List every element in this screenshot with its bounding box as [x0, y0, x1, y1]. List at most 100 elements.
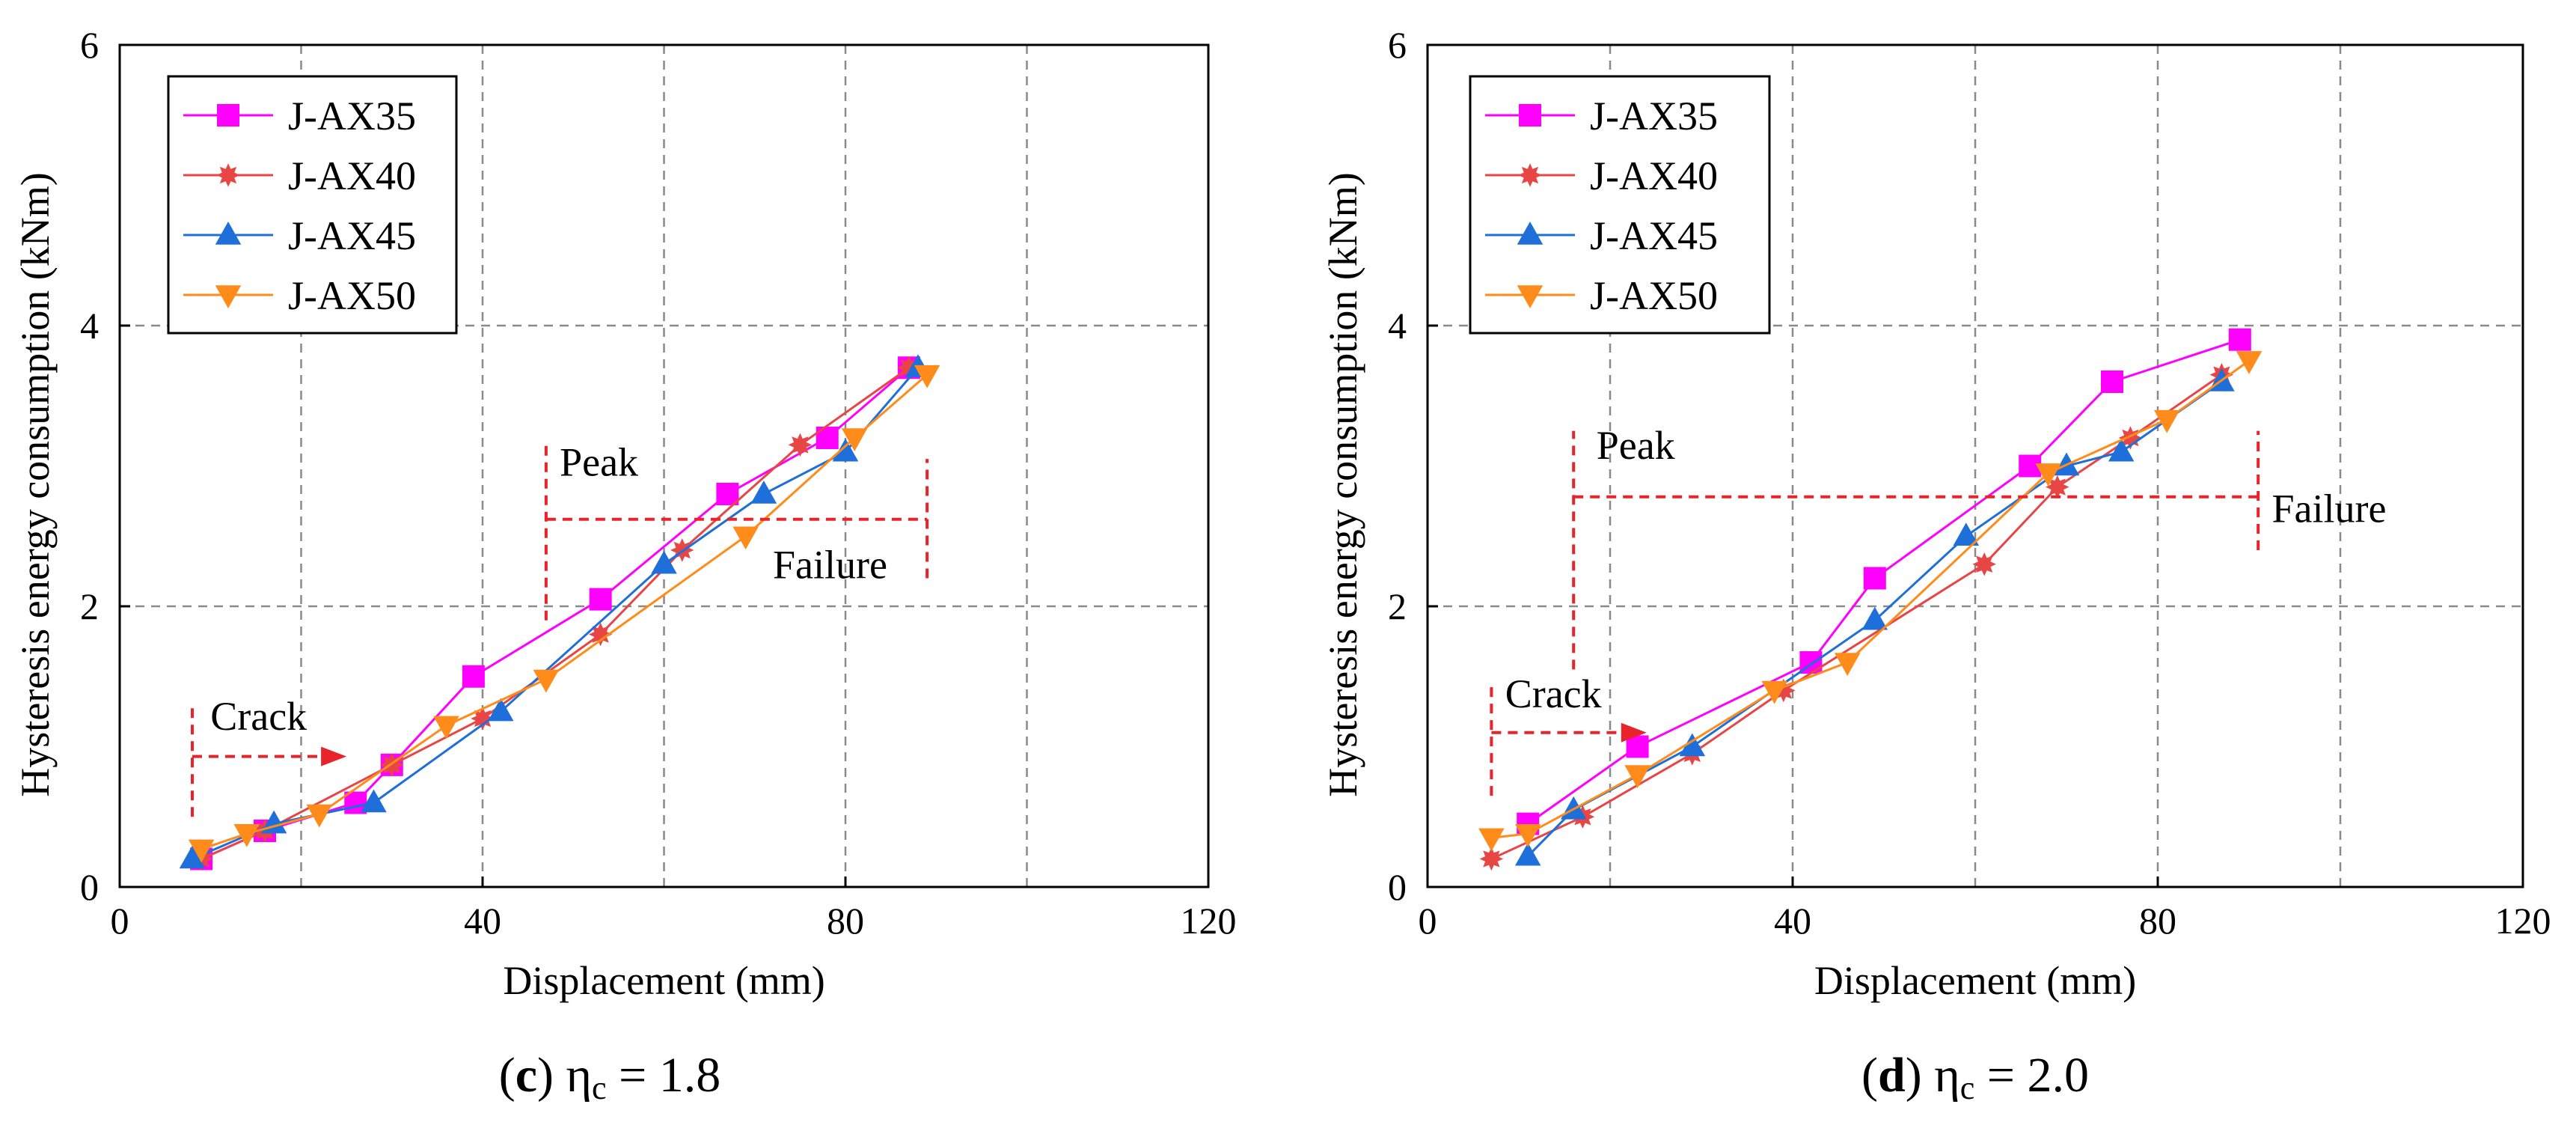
- data-point: [1834, 653, 1861, 676]
- chart-panel-d: 0 40 80 120 0 2 4 6 Displacement (mm) Hysteresis …: [1321, 24, 2551, 1106]
- y-axis-label: Hysteresis energy consumption (kNm): [13, 172, 58, 796]
- legend-entry: J-AX40: [1485, 153, 1718, 198]
- data-point: [589, 588, 612, 611]
- data-point: [179, 845, 206, 869]
- legend-label: J-AX50: [288, 273, 416, 318]
- x-tick-label: 40: [464, 900, 501, 942]
- caption-open: (: [1861, 1048, 1878, 1103]
- legend-entry: J-AX35: [183, 94, 416, 138]
- x-tick-label: 0: [111, 900, 129, 942]
- data-point: [2228, 328, 2251, 351]
- series-j-ax40: [1479, 362, 2234, 871]
- data-point: [533, 669, 560, 693]
- legend-entry: J-AX45: [183, 213, 416, 258]
- panel-caption: (c) ηc = 1.8: [499, 1048, 721, 1106]
- x-tick-label: 80: [2139, 900, 2176, 942]
- legend-entry: J-AX50: [183, 273, 416, 318]
- caption-value: = 2.0: [1974, 1048, 2089, 1103]
- data-point: [841, 428, 868, 451]
- data-point: [2046, 475, 2069, 499]
- annotations: Crack Peak Failure: [1490, 423, 2387, 796]
- data-point: [1863, 567, 1886, 590]
- series-j-ax35: [190, 356, 920, 871]
- legend-marker: [215, 222, 242, 245]
- data-point: [1626, 735, 1649, 758]
- series-j-ax50: [1478, 351, 2263, 852]
- legend-entry: J-AX40: [183, 153, 416, 198]
- y-tick-label: 6: [1388, 24, 1407, 66]
- data-point: [788, 433, 813, 457]
- legend-label: J-AX50: [1590, 273, 1718, 318]
- legend-marker: [216, 163, 240, 187]
- data-point: [188, 839, 215, 863]
- axes: 0 40 80 120 0 2 4 6 Displacement (mm) Hysteresis …: [13, 24, 1237, 1003]
- legend-label: J-AX40: [1590, 153, 1718, 198]
- data-point: [914, 365, 940, 388]
- data-point: [433, 716, 459, 740]
- caption-subscript: c: [592, 1070, 607, 1106]
- y-tick-label: 4: [1388, 305, 1407, 347]
- x-tick-label: 0: [1419, 900, 1437, 942]
- data-point: [2108, 438, 2135, 462]
- y-tick-label: 6: [80, 24, 99, 66]
- legend-label: J-AX35: [1590, 94, 1718, 138]
- failure-label: Failure: [2272, 487, 2387, 531]
- data-point: [732, 526, 759, 550]
- legend-marker: [217, 104, 239, 126]
- legend: J-AX35 J-AX40 J-AX45 J-AX50: [167, 75, 458, 335]
- data-point: [1514, 824, 1541, 847]
- legend-marker: [1518, 163, 1542, 187]
- data-point: [832, 438, 859, 462]
- peak-label: Peak: [560, 440, 638, 485]
- y-tick-label: 2: [1388, 585, 1407, 627]
- caption-close: ) η: [1906, 1048, 1960, 1103]
- data-point: [750, 481, 777, 504]
- legend: J-AX35 J-AX40 J-AX45 J-AX50: [1469, 75, 1771, 335]
- data-point: [651, 550, 677, 574]
- peak-label: Peak: [1597, 423, 1675, 468]
- data-point: [1761, 680, 1787, 704]
- legend-box: [167, 75, 458, 335]
- data-point: [488, 698, 514, 722]
- caption-open: (: [499, 1048, 515, 1103]
- data-point: [1624, 765, 1650, 788]
- x-axis-label: Displacement (mm): [503, 958, 824, 1003]
- y-tick-label: 2: [80, 585, 99, 627]
- legend-entry: J-AX50: [1485, 273, 1718, 318]
- y-axis-label: Hysteresis energy consumption (kNm): [1321, 172, 1365, 796]
- data-point: [361, 789, 387, 813]
- crack-arrow-head: [1621, 722, 1647, 743]
- panel-caption: (d) ηc = 2.0: [1861, 1048, 2089, 1106]
- data-point: [1479, 847, 1504, 871]
- crack-label: Crack: [1505, 671, 1602, 716]
- x-tick-label: 120: [2495, 900, 2551, 942]
- data-point: [716, 483, 739, 505]
- crack-label: Crack: [210, 694, 307, 739]
- legend-label: J-AX45: [288, 213, 416, 258]
- legend-entry: J-AX45: [1485, 213, 1718, 258]
- data-point: [1514, 842, 1541, 866]
- caption-value: = 1.8: [607, 1048, 721, 1103]
- plot-frame: [118, 43, 1210, 888]
- legend-label: J-AX40: [288, 153, 416, 198]
- failure-label: Failure: [773, 543, 887, 588]
- y-tick-label: 0: [1388, 866, 1407, 908]
- data-point: [2035, 463, 2061, 487]
- data-point: [1861, 606, 1888, 630]
- data-point: [2236, 351, 2263, 374]
- data-point: [462, 665, 485, 688]
- chart-panel-c: 0 40 80 120 0 2 4 6 Displacement (mm) Hysteresis …: [13, 24, 1237, 1106]
- legend-marker: [1517, 285, 1544, 308]
- legend-marker: [1519, 104, 1541, 126]
- data-point: [1478, 828, 1505, 852]
- series-line: [1491, 359, 2250, 839]
- annotations: Crack Peak Failure: [191, 440, 929, 817]
- data-point: [588, 622, 613, 647]
- data-point: [2101, 371, 2123, 393]
- legend-label: J-AX45: [1590, 213, 1718, 258]
- data-point: [306, 804, 332, 828]
- grid-lines: [1428, 45, 2523, 887]
- caption-letter: d: [1878, 1048, 1906, 1103]
- x-tick-label: 120: [1181, 900, 1237, 942]
